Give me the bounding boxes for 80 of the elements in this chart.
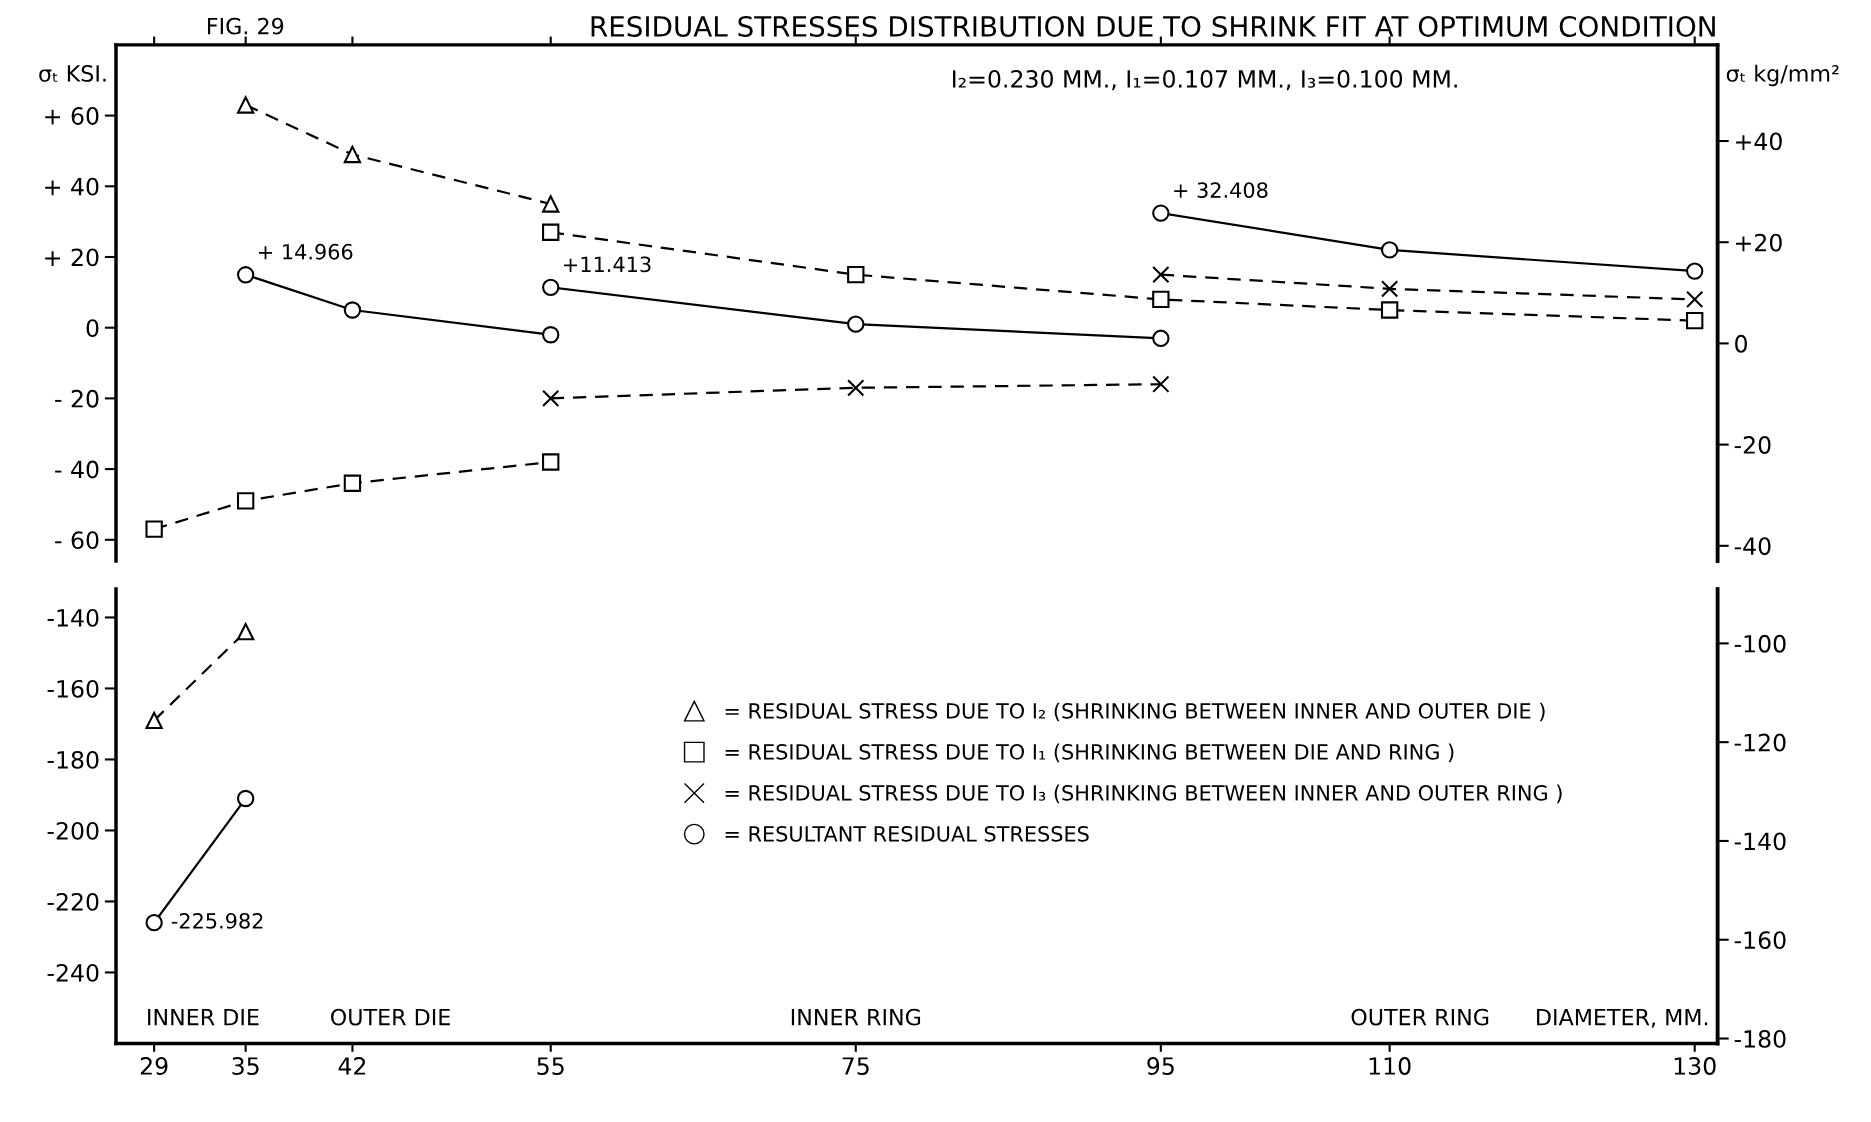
y2-tick-label: -20 (1734, 436, 1771, 454)
y-tick-label: 0 (86, 319, 99, 337)
point (1152, 290, 1170, 309)
x-tick-label: 55 (537, 1057, 564, 1075)
y-tick-label: + 20 (45, 248, 99, 267)
x-tick-label: 35 (232, 1057, 259, 1075)
y-tick-label: -220 (47, 892, 99, 911)
point (343, 301, 362, 319)
point (145, 711, 163, 730)
point (1380, 301, 1399, 319)
point (236, 622, 255, 641)
annotation: INNER DIE (148, 1009, 259, 1026)
x-tick-label: 29 (140, 1057, 168, 1075)
annotation: OUTER DIE (331, 1008, 450, 1026)
annotation: I₂=0.230 MM., I₁=0.107 MM., I₃=0.100 MM. (953, 70, 1457, 91)
point (847, 315, 865, 333)
point (542, 278, 560, 297)
y-tick-label: -240 (47, 963, 99, 982)
y2-tick-label: -40 (1734, 537, 1771, 556)
point (236, 789, 255, 808)
point (542, 453, 560, 471)
point (236, 266, 255, 284)
y-tick-label: + 40 (45, 177, 99, 196)
point (1686, 311, 1704, 330)
x-axis-title: DIAMETER, MM. (1537, 1009, 1708, 1028)
x-tick-label: 95 (1147, 1057, 1174, 1075)
point (236, 96, 255, 114)
x-tick-label: 75 (842, 1057, 869, 1075)
y2-tick-label: -140 (1734, 832, 1786, 851)
point (1380, 280, 1399, 298)
y2-tick-label: +20 (1736, 233, 1782, 252)
x-tick-label: 130 (1674, 1057, 1716, 1075)
point (847, 379, 865, 397)
chart-title: RESIDUAL STRESSES DISTRIBUTION DUE TO SHRINK FIT AT OPTIMUM CONDITION (591, 15, 1715, 37)
caption: FIG. 29 (207, 17, 284, 35)
legend-label: = RESIDUAL STRESS DUE TO I₁ (SHRINKING BETWEEN DIE AND RING ) (725, 743, 1454, 763)
point (1686, 262, 1704, 280)
point (1152, 204, 1170, 222)
point (1152, 329, 1170, 347)
point (145, 914, 163, 932)
point (542, 389, 560, 408)
point (145, 520, 163, 538)
point (542, 195, 560, 213)
y-tick-label: - 60 (55, 531, 99, 550)
point (343, 145, 362, 164)
y2-tick-label: 0 (1735, 334, 1747, 353)
annotation: INNER RING (791, 1008, 921, 1026)
y2-tick-label: -120 (1734, 733, 1786, 752)
y-tick-label: -140 (47, 608, 99, 627)
point (542, 326, 560, 344)
data-label: + 14.966 (258, 243, 353, 260)
y2-axis-title: σₜ kg/mm² (1726, 64, 1839, 87)
y-tick-label: - 40 (55, 460, 99, 479)
point (236, 492, 255, 510)
legend-label: = RESULTANT RESIDUAL STRESSES (725, 825, 1089, 842)
y2-tick-label: -100 (1734, 634, 1786, 653)
y-axis-title: σₜ KSI. (39, 65, 106, 82)
point (1152, 265, 1170, 284)
y-tick-label: + 60 (45, 107, 99, 125)
x-tick-label: 110 (1369, 1057, 1411, 1075)
y-tick-label: -180 (47, 750, 99, 769)
y2-tick-label: -180 (1734, 1029, 1786, 1048)
annotation: OUTER RING (1351, 1008, 1489, 1026)
point (1686, 290, 1704, 309)
data-label: + 32.408 (1174, 182, 1268, 198)
y-tick-label: - 20 (55, 389, 99, 408)
x-tick-label: 42 (338, 1057, 366, 1075)
point (542, 223, 560, 241)
data-label: -225.982 (171, 912, 263, 929)
y2-tick-label: +40 (1736, 132, 1782, 151)
data-label: +11.413 (564, 256, 651, 273)
point (1380, 241, 1399, 259)
legend-label: = RESIDUAL STRESS DUE TO I₂ (SHRINKING BETWEEN INNER AND OUTER DIE ) (725, 702, 1545, 722)
y-tick-label: -160 (47, 679, 99, 698)
y-tick-label: -200 (47, 821, 99, 840)
point (1152, 375, 1170, 393)
point (847, 265, 865, 284)
point (343, 474, 362, 492)
y2-tick-label: -160 (1734, 931, 1786, 950)
legend-label: = RESIDUAL STRESS DUE TO I₃ (SHRINKING BETWEEN INNER AND OUTER RING ) (725, 784, 1562, 804)
